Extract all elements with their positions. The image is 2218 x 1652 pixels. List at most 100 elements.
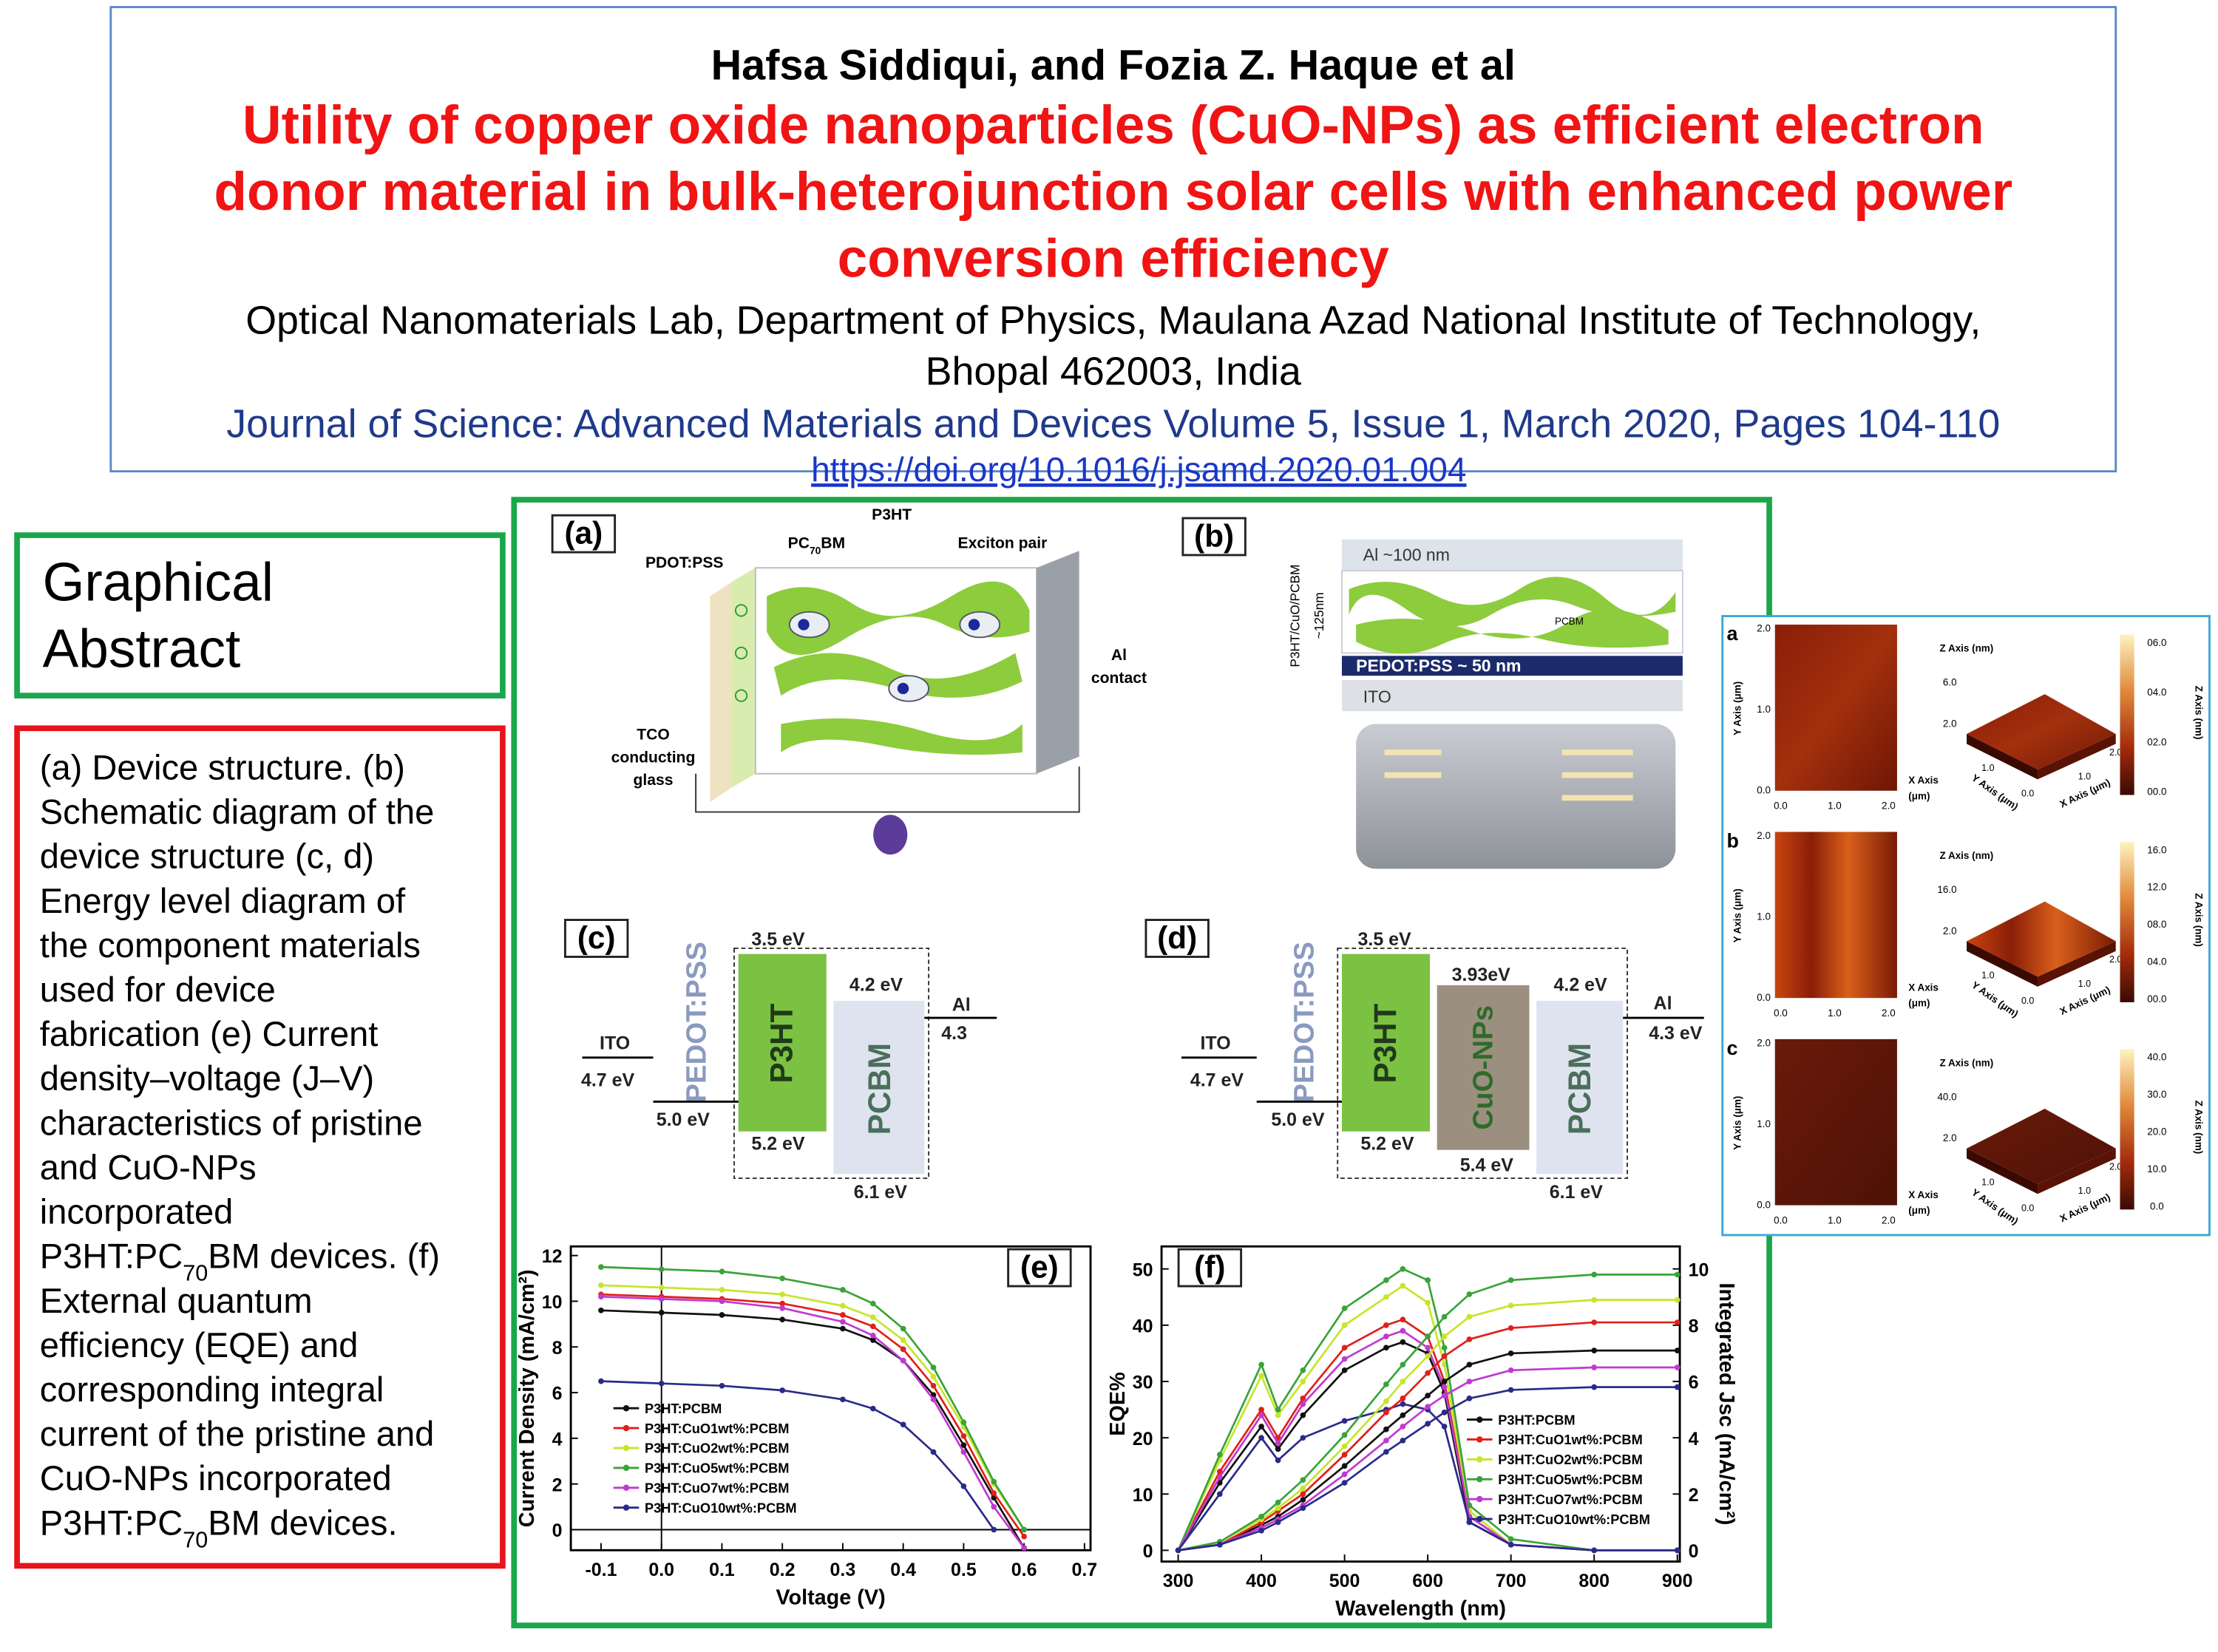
legend-marker bbox=[623, 1424, 630, 1432]
colorbar-tick: 08.0 bbox=[2147, 919, 2166, 930]
tick-label: 40.0 bbox=[1937, 1091, 1956, 1102]
data-point bbox=[719, 1298, 725, 1305]
axis-label: Z Axis (nm) bbox=[1940, 1057, 1994, 1068]
hole bbox=[734, 689, 748, 702]
y-tick-label: 10 bbox=[1133, 1485, 1153, 1506]
data-point bbox=[1216, 1474, 1223, 1481]
data-point bbox=[779, 1275, 786, 1282]
tick-label: 2.0 bbox=[2109, 747, 2122, 758]
text-part: BM devices. bbox=[208, 1503, 397, 1542]
panel-label: (c) bbox=[577, 920, 616, 955]
y-tick-label: 0 bbox=[1143, 1541, 1153, 1562]
data-point bbox=[1508, 1325, 1514, 1331]
afm-label: c bbox=[1726, 1037, 1737, 1059]
data-point bbox=[1425, 1370, 1431, 1376]
data-point bbox=[1300, 1379, 1306, 1384]
circuit-wire bbox=[695, 766, 1080, 813]
data-point bbox=[991, 1526, 997, 1533]
data-point bbox=[1425, 1404, 1431, 1410]
caption-line: efficiency (EQE) and bbox=[40, 1325, 359, 1364]
data-point bbox=[1275, 1519, 1281, 1526]
caption-line: Energy level diagram of bbox=[40, 881, 406, 920]
panel-label-box bbox=[1181, 517, 1247, 557]
tick-label: 0.0 bbox=[1774, 1007, 1788, 1019]
data-point bbox=[1425, 1421, 1431, 1427]
caption-line: corresponding integral bbox=[40, 1370, 384, 1409]
affiliation: Bhopal 462003, India bbox=[926, 349, 1301, 393]
data-point bbox=[1341, 1452, 1348, 1458]
panel-label: (e) bbox=[1020, 1250, 1059, 1285]
x-tick-label: 400 bbox=[1246, 1571, 1277, 1591]
data-point bbox=[1300, 1505, 1306, 1512]
data-point bbox=[1591, 1319, 1598, 1325]
energy-label: ITO bbox=[1200, 1033, 1230, 1053]
data-point bbox=[930, 1449, 937, 1455]
data-point bbox=[1508, 1387, 1514, 1393]
data-point bbox=[719, 1268, 725, 1275]
data-point bbox=[1441, 1345, 1448, 1351]
caption-line: fabrication (e) Current bbox=[40, 1014, 379, 1053]
data-point bbox=[1441, 1333, 1448, 1339]
y2-tick-label: 0 bbox=[1689, 1541, 1699, 1562]
data-point bbox=[1216, 1541, 1223, 1548]
data-point bbox=[1425, 1393, 1431, 1398]
data-point bbox=[1425, 1299, 1431, 1306]
author: Hafsa Siddiqui, and Fozia Z. Haque et al bbox=[711, 42, 1516, 89]
panel-label-box bbox=[1144, 919, 1210, 958]
legend-marker bbox=[1476, 1515, 1483, 1523]
electron bbox=[968, 619, 980, 630]
axis-label: (μm) bbox=[1908, 1205, 1930, 1216]
pedot-layer bbox=[1341, 656, 1683, 676]
data-point bbox=[1674, 1319, 1681, 1325]
x-tick-label: -0.1 bbox=[585, 1560, 617, 1580]
data-point bbox=[1341, 1480, 1348, 1486]
data-point bbox=[900, 1325, 906, 1332]
panel-label-box bbox=[1177, 1248, 1243, 1288]
data-point bbox=[1341, 1345, 1348, 1351]
data-point bbox=[1425, 1345, 1431, 1351]
data-point bbox=[1383, 1449, 1389, 1455]
data-point bbox=[1591, 1271, 1598, 1278]
paper-title: conversion efficiency bbox=[838, 229, 1390, 289]
doi-link[interactable]: https://doi.org/10.1016/j.jsamd.2020.01.… bbox=[811, 450, 1466, 489]
tick-label: 2.0 bbox=[1757, 623, 1771, 634]
colorbar-label: Z Axis (nm) bbox=[2193, 1101, 2204, 1155]
x-tick-label: 700 bbox=[1496, 1571, 1527, 1591]
legend-label: P3HT:CuO7wt%:PCBM bbox=[1498, 1492, 1643, 1507]
y2-tick-label: 8 bbox=[1689, 1316, 1699, 1336]
data-point bbox=[991, 1490, 997, 1496]
data-point bbox=[1383, 1410, 1389, 1415]
al-layer bbox=[1341, 539, 1683, 571]
data-point bbox=[1341, 1471, 1348, 1478]
tick-label: 1.0 bbox=[1981, 970, 1994, 980]
surface-side bbox=[2038, 733, 2116, 780]
tick-label: 2.0 bbox=[1757, 1037, 1771, 1048]
data-point bbox=[1591, 1347, 1598, 1353]
panel-label-box bbox=[563, 919, 629, 958]
electrode bbox=[1561, 749, 1633, 755]
data-point bbox=[1383, 1345, 1389, 1351]
data-point bbox=[779, 1300, 786, 1307]
tick-label: 1.0 bbox=[2078, 979, 2091, 989]
journal: Journal of Science: Advanced Materials a… bbox=[226, 402, 2000, 446]
colorbar-tick: 12.0 bbox=[2147, 882, 2166, 893]
caption-line: P3HT:PC70BM devices. (f) bbox=[40, 1237, 440, 1286]
text-part: P3HT:PC bbox=[40, 1503, 183, 1542]
colorbar-tick: 06.0 bbox=[2147, 637, 2166, 648]
tick-label: 0.0 bbox=[2021, 788, 2034, 798]
energy-label: 3.93eV bbox=[1452, 965, 1510, 985]
legend-label: P3HT:CuO5wt%:PCBM bbox=[645, 1461, 790, 1476]
label: Al ~100 nm bbox=[1363, 545, 1450, 565]
afm-label: b bbox=[1726, 830, 1738, 852]
data-point bbox=[1400, 1401, 1406, 1407]
data-point bbox=[869, 1323, 876, 1330]
colorbar-tick: 10.0 bbox=[2147, 1163, 2166, 1175]
data-point bbox=[930, 1396, 937, 1403]
p3ht-block bbox=[738, 954, 827, 1132]
legend-label: P3HT:CuO10wt%:PCBM bbox=[645, 1500, 797, 1515]
energy-label: 6.1 eV bbox=[854, 1182, 907, 1203]
data-point bbox=[1466, 1291, 1473, 1297]
colorbar-tick: 04.0 bbox=[2147, 956, 2166, 968]
tick-label: 1.0 bbox=[1828, 1007, 1842, 1019]
colorbar bbox=[2120, 1049, 2134, 1210]
